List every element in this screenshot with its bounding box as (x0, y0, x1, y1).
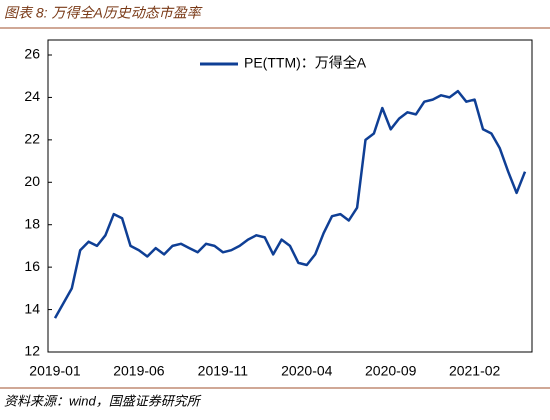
legend-label: PE(TTM)：万得全A (244, 55, 367, 71)
y-tick-label: 16 (24, 258, 40, 274)
y-tick-label: 22 (24, 131, 40, 147)
y-tick-label: 24 (24, 88, 40, 104)
chart-title: 图表 8: 万得全A历史动态市盈率 (4, 5, 203, 21)
x-tick-label: 2019-06 (113, 363, 165, 379)
x-tick-label: 2021-02 (449, 363, 501, 379)
y-tick-label: 26 (24, 46, 40, 62)
y-tick-label: 20 (24, 173, 40, 189)
y-tick-label: 18 (24, 215, 40, 231)
y-tick-label: 12 (24, 343, 40, 359)
x-tick-label: 2019-01 (29, 363, 81, 379)
x-tick-label: 2020-09 (365, 363, 417, 379)
plot-frame (47, 39, 533, 353)
x-tick-label: 2020-04 (281, 363, 333, 379)
y-tick-label: 14 (24, 300, 40, 316)
data-line (53, 89, 527, 319)
x-tick-label: 2019-11 (198, 363, 249, 379)
source: 资料来源：wind，国盛证券研究所 (4, 393, 202, 408)
